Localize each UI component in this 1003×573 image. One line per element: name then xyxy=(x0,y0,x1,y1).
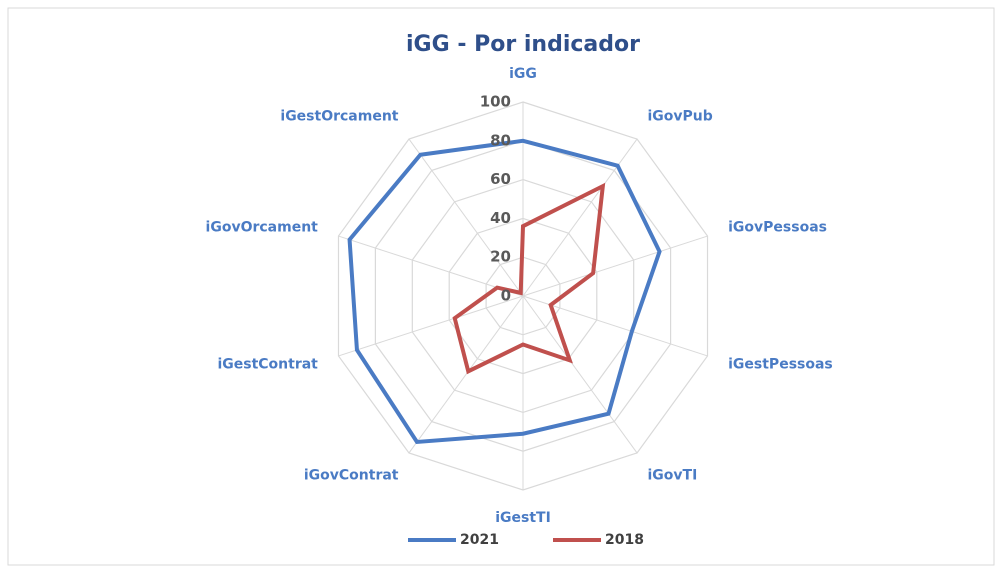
category-label: iGovContrat xyxy=(304,468,399,484)
series-line xyxy=(347,138,662,445)
tick-label: 0 xyxy=(501,287,511,305)
legend-label: 2018 xyxy=(605,532,644,548)
tick-label: 60 xyxy=(490,170,511,188)
category-label: iGestContrat xyxy=(217,357,318,373)
category-label: iGestTI xyxy=(495,510,551,526)
category-label: iGovPub xyxy=(647,108,712,124)
spoke xyxy=(408,295,524,454)
category-label: iGovPessoas xyxy=(728,219,827,235)
category-label: iGestPessoas xyxy=(728,357,833,373)
tick-label: 80 xyxy=(490,131,511,149)
tick-label: 100 xyxy=(480,93,511,111)
spoke xyxy=(522,295,708,357)
tick-label: 20 xyxy=(490,248,511,266)
spoke xyxy=(338,295,524,357)
series-line xyxy=(452,182,606,375)
chart-title: iGG - Por indicador xyxy=(406,32,640,57)
category-label: iGestOrcament xyxy=(280,108,398,124)
spoke xyxy=(522,235,708,297)
category-label: iGG xyxy=(509,66,537,82)
category-label: iGovOrcament xyxy=(206,219,319,235)
category-label: iGovTI xyxy=(647,468,697,484)
spoke xyxy=(408,138,524,297)
tick-label: 40 xyxy=(490,209,511,227)
legend-label: 2021 xyxy=(460,532,499,548)
spoke xyxy=(338,235,524,297)
spoke xyxy=(522,295,638,454)
